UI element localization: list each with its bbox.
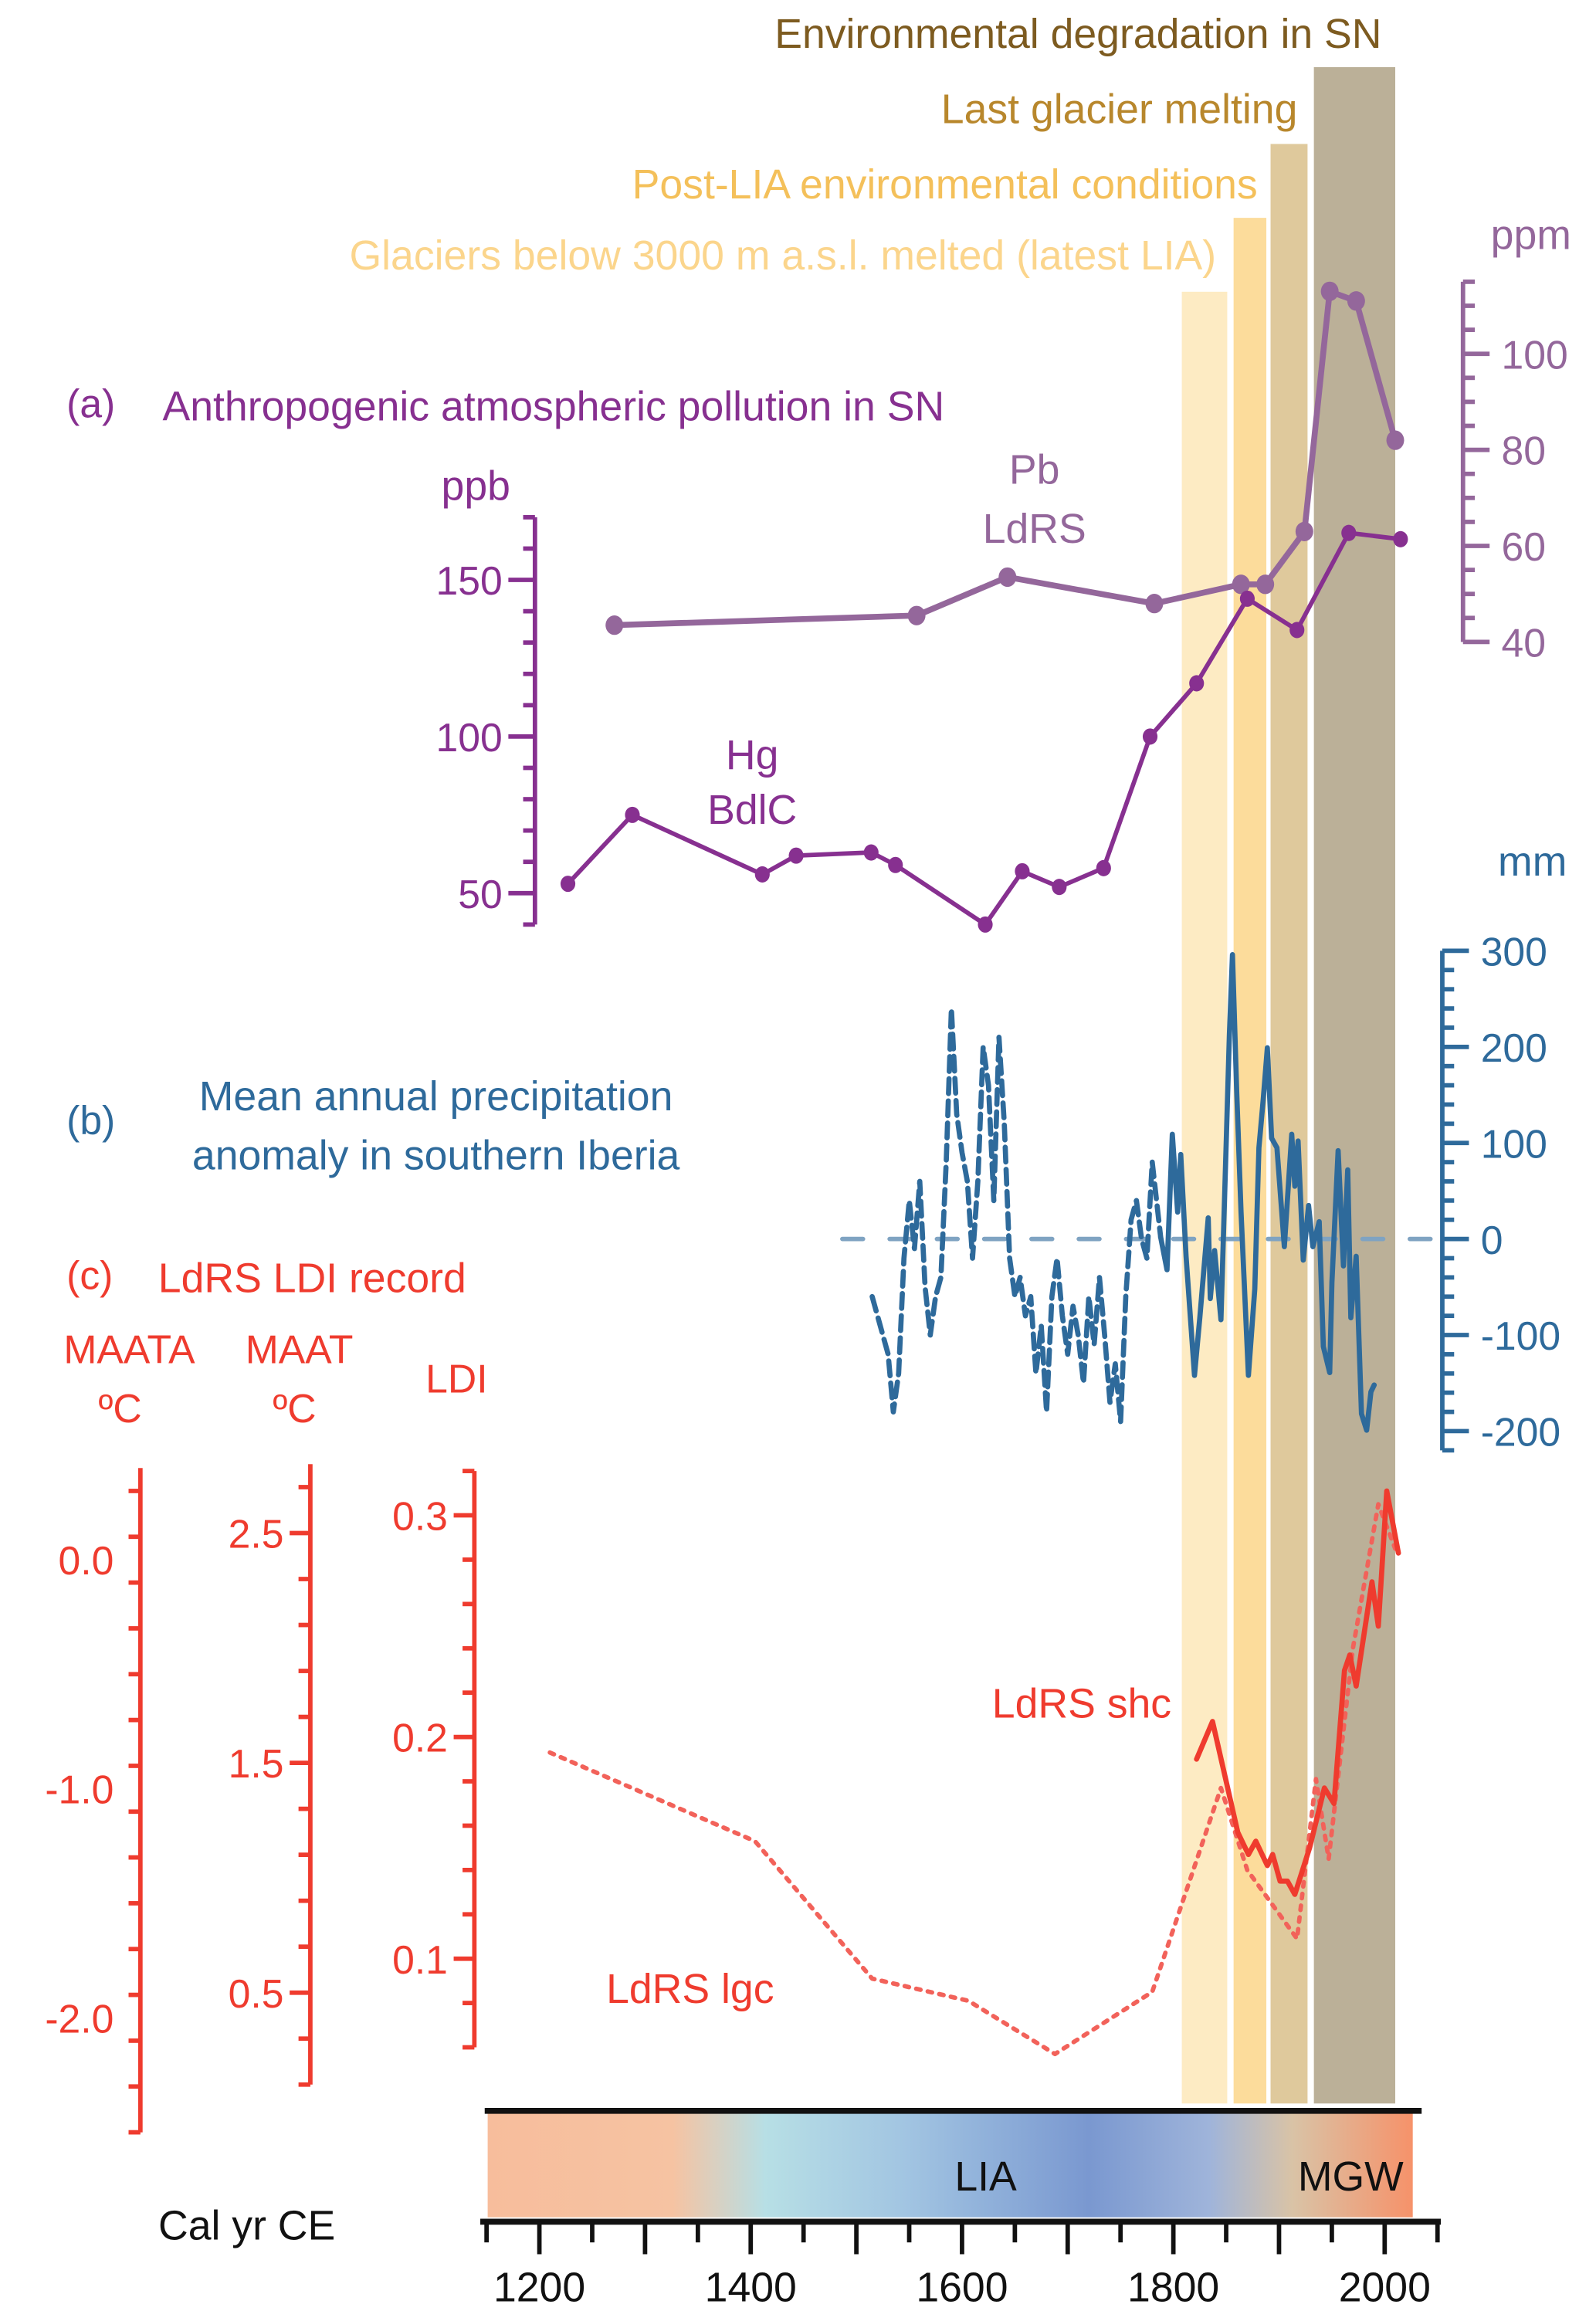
hg-series-point (888, 856, 903, 873)
precip-axis-tick-label: -200 (1481, 1410, 1560, 1455)
chart-marks: 50 100 150 40 60 80 100 300 200 100 0 -100 -200 0.0 -1… (45, 280, 1568, 2311)
hg-series-point (1015, 862, 1030, 879)
time-axis-tick-label: 1600 (916, 2265, 1008, 2311)
pb-axis-tick-label: 60 (1502, 524, 1546, 569)
maat-axis-tick-label: 2.5 (229, 1512, 284, 1557)
x-axis-label: Cal yr CE (158, 2202, 335, 2248)
panel-b-title-1: Mean annual precipitation (199, 1073, 673, 1120)
shc-series-label: LdRS shc (992, 1681, 1171, 1727)
hg-series-point (978, 916, 993, 933)
pb-series-line (611, 288, 1398, 629)
event-label-2: Post-LIA environmental conditions (632, 161, 1258, 208)
pb-series-point (1320, 281, 1339, 301)
event-label-1: Glaciers below 3000 m a.s.l. melted (lat… (349, 232, 1216, 279)
time-axis-tick-label: 1800 (1127, 2265, 1219, 2311)
pb-series-point (907, 605, 926, 625)
pb-axis-tick-label: 40 (1502, 621, 1546, 666)
event-bands (1181, 66, 1395, 2104)
shc-series-line (1194, 1488, 1401, 1897)
lgc-series-line (547, 1502, 1398, 2057)
maata-axis-tick-label: -2.0 (45, 1996, 114, 2041)
hg-axis-unit: ppb (442, 463, 510, 510)
hg-series-point (754, 866, 770, 883)
pb-series-point (1232, 574, 1250, 595)
pb-axis-unit: ppm (1491, 212, 1571, 258)
hg-axis-tick-label: 50 (458, 872, 502, 917)
pb-series-point (1145, 594, 1164, 614)
ldi-axis-tick-label: 0.1 (392, 1937, 448, 1982)
time-axis-tick-label: 2000 (1339, 2265, 1431, 2311)
ldi-axis-tick-label: 0.3 (392, 1494, 448, 1539)
event-band-4 (1313, 66, 1395, 2104)
event-label-4: Environmental degradation in SN (774, 11, 1381, 57)
ldi-axis-label: LDI (425, 1357, 487, 1401)
maat-axis-tick-label: 0.5 (229, 1971, 284, 2016)
maata-axis-unit: ºC (99, 1386, 142, 1431)
hg-series-point (1052, 879, 1067, 896)
maata-axis-tick-label: -1.0 (45, 1767, 114, 1812)
pb-series-point (1256, 574, 1275, 595)
hg-series-label-2: BdlC (707, 787, 797, 833)
hg-series-point (625, 806, 640, 823)
climate-period-bar (487, 2110, 1413, 2218)
hg-series-point (1096, 859, 1111, 876)
pb-series-label-2: LdRS (983, 506, 1086, 552)
hg-series-line (565, 530, 1403, 927)
panel-a-letter: (a) (66, 381, 115, 426)
period-label-lia: LIA (954, 2153, 1017, 2200)
event-band-3 (1270, 144, 1308, 2104)
maat-axis-label: MAAT (246, 1327, 354, 1371)
maat-axis-tick-label: 1.5 (229, 1741, 284, 1786)
period-label-mgw: MGW (1298, 2153, 1404, 2200)
precip-axis-tick-label: 100 (1481, 1121, 1547, 1166)
lgc-series-label: LdRS lgc (606, 1966, 774, 2012)
hg-series-point (1341, 524, 1357, 541)
ldi-axis-tick-label: 0.2 (392, 1716, 448, 1760)
hg-series-point (788, 847, 804, 864)
precip-axis-tick-label: 0 (1481, 1218, 1503, 1262)
hg-series-point (1289, 622, 1305, 639)
pb-series-point (1386, 430, 1405, 450)
maat-axis-unit: ºC (273, 1386, 316, 1431)
hg-series-point (1142, 728, 1158, 745)
precip-series-dashed-line (869, 1005, 1164, 1425)
hg-series-point (1189, 675, 1205, 692)
maata-axis-tick-label: 0.0 (59, 1538, 114, 1583)
maata-axis-label: MAATA (63, 1327, 195, 1371)
panel-c-letter: (c) (66, 1253, 113, 1298)
panel-b-letter: (b) (66, 1098, 115, 1143)
pb-axis-tick-label: 80 (1502, 429, 1546, 473)
pb-axis-tick-label: 100 (1502, 332, 1568, 377)
precip-axis-tick-label: 300 (1481, 930, 1547, 974)
hg-axis-tick-label: 150 (436, 558, 503, 603)
pb-series-point (998, 567, 1017, 588)
pb-series-point (1347, 291, 1365, 311)
hg-series-point (863, 844, 879, 861)
panel-a-title: Anthropogenic atmospheric pollution in S… (163, 383, 945, 429)
pb-series-point (1295, 521, 1313, 541)
pb-series-point (605, 615, 624, 635)
precip-series-solid-line (1157, 952, 1377, 1433)
time-axis-tick-label: 1200 (493, 2265, 585, 2311)
precip-axis-tick-label: -100 (1481, 1313, 1560, 1358)
precip-axis-unit: mm (1498, 839, 1567, 885)
hg-series-label-1: Hg (726, 732, 778, 778)
pb-series-label-1: Pb (1009, 447, 1060, 493)
panel-b-title-2: anomaly in southern Iberia (192, 1133, 680, 1179)
time-axis-tick-label: 1400 (705, 2265, 797, 2311)
hg-series-point (1393, 530, 1408, 547)
hg-axis-tick-label: 100 (436, 715, 503, 760)
hg-series-point (560, 876, 576, 893)
precip-axis-tick-label: 200 (1481, 1025, 1547, 1070)
panel-c-title: LdRS LDI record (158, 1255, 466, 1302)
hg-series-point (1239, 590, 1255, 607)
event-label-3: Last glacier melting (941, 86, 1298, 133)
